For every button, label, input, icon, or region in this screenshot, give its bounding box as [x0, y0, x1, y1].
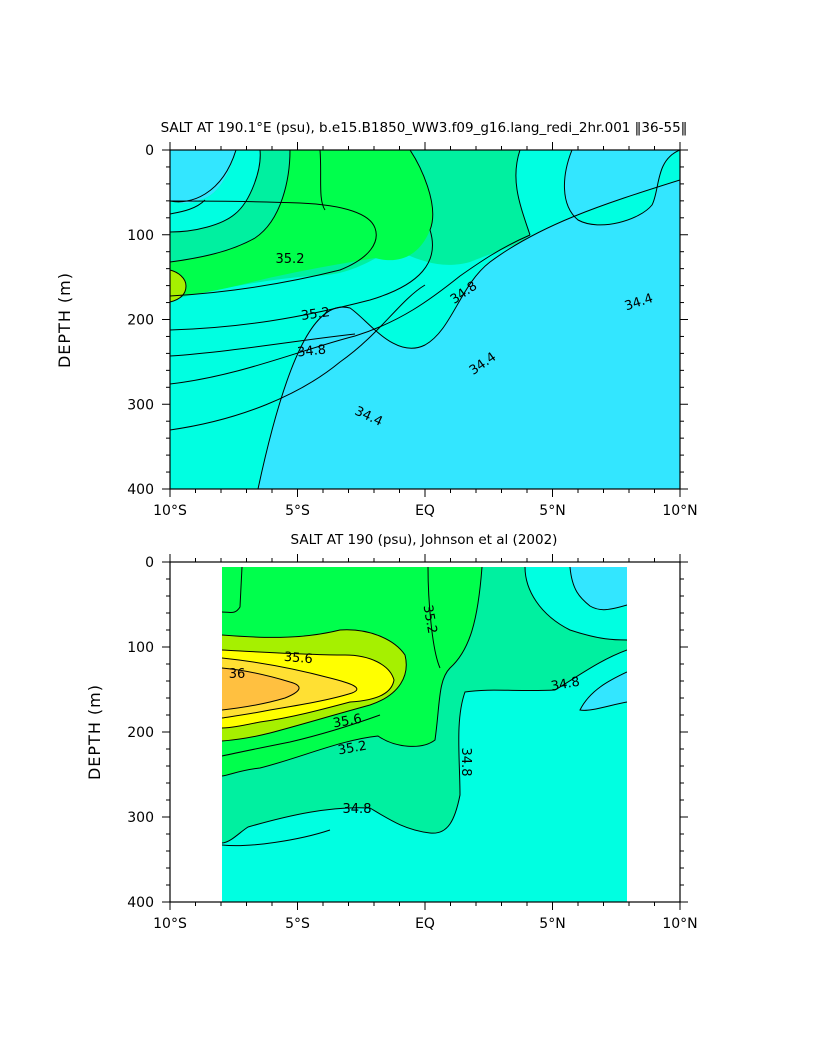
- top-x-tick-label: 10°N: [662, 503, 697, 519]
- top-contour-34.8-a: [170, 234, 531, 385]
- bottom-contour-35.4-a: [222, 649, 395, 729]
- top-contour-lines: [170, 150, 680, 489]
- top-contour-35.4-a: [170, 269, 187, 303]
- bottom-contour-label: 36: [229, 667, 246, 682]
- bottom-y-tick-label: 0: [145, 555, 154, 571]
- top-contour-label: 34.8: [296, 343, 326, 361]
- top-contour-fills: [170, 150, 680, 489]
- bottom-x-tick-label: 5°S: [285, 916, 310, 932]
- bottom-y-axis-title: DEPTH (m): [85, 684, 104, 780]
- top-contour-left-3: [170, 150, 291, 263]
- bottom-contour-fills: [222, 567, 627, 902]
- bottom-contour-label: 34.8: [458, 748, 473, 777]
- bottom-contour-labels: 35.2 35.6 36 35.6 35.2 34.8 34.8 34.8: [229, 604, 581, 817]
- top-contour-left-2: [170, 150, 261, 233]
- top-contour-label: 35.2: [276, 252, 305, 267]
- bottom-y-tick-label: 100: [127, 640, 154, 656]
- top-axes: 10°S 5°S EQ 5°N 10°N 0 100 200 300 400: [127, 142, 698, 519]
- bottom-contour-label: 35.2: [420, 604, 440, 635]
- top-contour-34.6-a: [170, 284, 426, 431]
- top-contour-34.8-b: [170, 333, 356, 357]
- bottom-contour-34.8-a: [222, 649, 627, 844]
- bottom-y-tick-label: 400: [127, 895, 154, 911]
- top-y-tick-label: 200: [127, 313, 154, 329]
- bottom-y-tick-label: 200: [127, 725, 154, 741]
- top-contour-left-4: [170, 199, 206, 215]
- top-y-tick-label: 300: [127, 397, 154, 413]
- bottom-contour-ne-1: [524, 567, 627, 641]
- bottom-contour-35.6-a: [222, 657, 358, 719]
- top-contour-35.0-a: [170, 229, 433, 331]
- bottom-contour-35.0-a: [222, 567, 483, 777]
- bottom-contour-west-1: [222, 567, 243, 614]
- top-y-tick-label: 0: [145, 143, 154, 159]
- bottom-contour-label: 34.8: [550, 675, 581, 695]
- top-contour-35.2-a: [170, 200, 377, 297]
- bottom-x-tick-label: 10°S: [153, 916, 187, 932]
- top-y-tick-label: 100: [127, 228, 154, 244]
- top-x-tick-label: 5°N: [539, 503, 565, 519]
- bottom-x-tick-label: EQ: [415, 916, 435, 932]
- top-y-tick-label: 400: [127, 482, 154, 498]
- bottom-panel: SALT AT 190 (psu), Johnson et al (2002): [85, 532, 698, 932]
- bottom-contour-eq: [427, 567, 441, 669]
- bottom-contour-ne-2: [569, 567, 627, 611]
- bottom-contour-deep: [222, 829, 331, 847]
- top-plot-area: 35.2 35.2 34.8 34.8 34.4 34.4 34.4: [169, 149, 681, 490]
- bottom-chart-title: SALT AT 190 (psu), Johnson et al (2002): [291, 532, 558, 548]
- bottom-contour-36.0-a: [222, 667, 300, 711]
- top-x-tick-label: EQ: [415, 503, 435, 519]
- top-fill-left-cyan: [170, 150, 236, 204]
- top-contour-ne-2: [563, 150, 680, 226]
- bottom-x-tick-label: 10°N: [662, 916, 697, 932]
- top-contour-mid-1: [319, 150, 326, 211]
- top-x-tick-label: 5°S: [285, 503, 310, 519]
- top-contour-eq: [409, 150, 434, 231]
- bottom-x-tick-label: 5°N: [539, 916, 565, 932]
- top-chart-title: SALT AT 190.1°E (psu), b.e15.B1850_WW3.f…: [161, 120, 688, 136]
- bottom-contour-label: 35.2: [337, 739, 368, 759]
- bottom-fill-36.0: [222, 668, 300, 710]
- top-contour-left-1: [170, 150, 237, 203]
- bottom-contour-lines: [222, 567, 627, 847]
- top-y-axis-title: DEPTH (m): [55, 272, 74, 368]
- top-fill-35.4: [170, 270, 186, 302]
- bottom-contour-ne-3: [579, 671, 627, 711]
- bottom-plot-area: 35.2 35.6 36 35.6 35.2 34.8 34.8 34.8: [169, 561, 681, 903]
- top-contour-ne-1: [515, 150, 531, 236]
- bottom-axes: 10°S 5°S EQ 5°N 10°N 0 100 200 300 400: [127, 554, 698, 932]
- top-contour-34.4-a: [257, 179, 680, 489]
- bottom-contour-35.2-a: [222, 629, 407, 742]
- bottom-y-tick-label: 300: [127, 810, 154, 826]
- bottom-contour-west-2: [222, 714, 381, 757]
- bottom-fill-ne-cyan-2: [580, 672, 627, 711]
- top-panel: SALT AT 190.1°E (psu), b.e15.B1850_WW3.f…: [55, 120, 698, 519]
- bottom-contour-label: 35.6: [332, 712, 363, 732]
- bottom-fill-ne-cyan: [570, 567, 627, 610]
- bottom-contour-label: 34.8: [343, 802, 372, 817]
- top-x-tick-label: 10°S: [153, 503, 187, 519]
- bottom-contour-label: 35.6: [283, 650, 313, 667]
- top-contour-label: 35.2: [300, 305, 331, 324]
